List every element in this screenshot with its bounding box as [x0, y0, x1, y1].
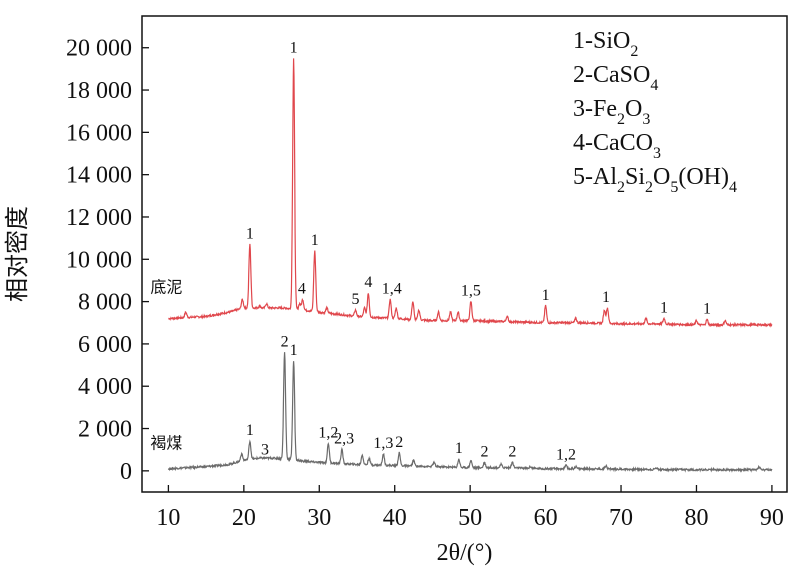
peak-label: 1,2 — [318, 424, 338, 441]
legend-entry-4: 4-CaCO3 — [573, 130, 661, 162]
peak-label: 1 — [246, 422, 254, 439]
peak-label: 2 — [281, 333, 289, 350]
peak-label: 1 — [455, 440, 463, 457]
x-tick-label: 70 — [609, 505, 633, 531]
peak-label: 1,5 — [461, 283, 481, 300]
y-tick-label: 6 000 — [78, 332, 132, 358]
y-tick-label: 16 000 — [66, 120, 132, 146]
peak-label: 1 — [660, 300, 668, 317]
series-line-1 — [168, 58, 773, 328]
y-tick-label: 4 000 — [78, 374, 132, 400]
y-tick-label: 8 000 — [78, 290, 132, 316]
peak-label: 1,3 — [373, 435, 393, 452]
plot-area — [141, 15, 788, 493]
peak-label: 2,3 — [334, 431, 354, 448]
legend-entry-2: 2-CaSO4 — [573, 62, 658, 94]
legend-entry-3: 3-Fe2O3 — [573, 96, 650, 128]
peak-label: 1 — [542, 287, 550, 304]
peak-label: 1 — [246, 225, 254, 242]
series-line-2 — [167, 352, 773, 473]
peak-label: 1,2 — [556, 447, 576, 464]
y-tick-label: 2 000 — [78, 417, 132, 443]
peak-label: 5 — [351, 291, 359, 308]
y-tick-label: 14 000 — [66, 163, 132, 189]
x-tick-label: 20 — [232, 505, 256, 531]
x-tick-label: 60 — [534, 505, 558, 531]
x-axis-title: 2θ/(°) — [437, 540, 493, 566]
series-name-2: 褐煤 — [150, 434, 182, 453]
axes: 10 20 30 40 50 60 70 80 90 0 2 000 4 000 6 000 8 000 1… — [66, 36, 784, 531]
legend-entry-1: 1-SiO2 — [573, 28, 638, 60]
peak-label: 4 — [364, 274, 372, 291]
peak-label: 1 — [703, 301, 711, 318]
y-tick-label: 20 000 — [66, 36, 132, 62]
y-tick-label: 12 000 — [66, 205, 132, 231]
y-tick-label: 18 000 — [66, 78, 132, 104]
peak-label: 1 — [602, 289, 610, 306]
peak-label: 1 — [290, 342, 298, 359]
legend-entry-5: 5-Al2Si2O5(OH)4 — [573, 164, 737, 196]
peak-label: 2 — [508, 443, 516, 460]
peak-label: 1 — [290, 39, 298, 56]
peak-label: 1 — [311, 232, 319, 249]
peak-label: 2 — [395, 434, 403, 451]
x-tick-label: 50 — [458, 505, 482, 531]
peak-label: 1,4 — [382, 280, 402, 297]
x-tick-label: 90 — [760, 505, 784, 531]
x-tick-label: 80 — [684, 505, 708, 531]
y-tick-label: 10 000 — [66, 247, 132, 273]
y-tick-label: 0 — [120, 459, 132, 485]
peak-label: 2 — [480, 443, 488, 460]
series-name-1: 底泥 — [150, 278, 182, 297]
y-axis-title: 相对密度 — [4, 206, 31, 302]
x-tick-label: 10 — [156, 505, 180, 531]
plot-frame — [141, 15, 788, 493]
peak-label: 3 — [261, 441, 269, 458]
x-tick-label: 40 — [383, 505, 407, 531]
peak-label: 4 — [298, 280, 306, 297]
legend: 1-SiO22-CaSO43-Fe2O34-CaCO35-Al2Si2O5(OH… — [573, 28, 737, 196]
x-tick-label: 30 — [307, 505, 331, 531]
